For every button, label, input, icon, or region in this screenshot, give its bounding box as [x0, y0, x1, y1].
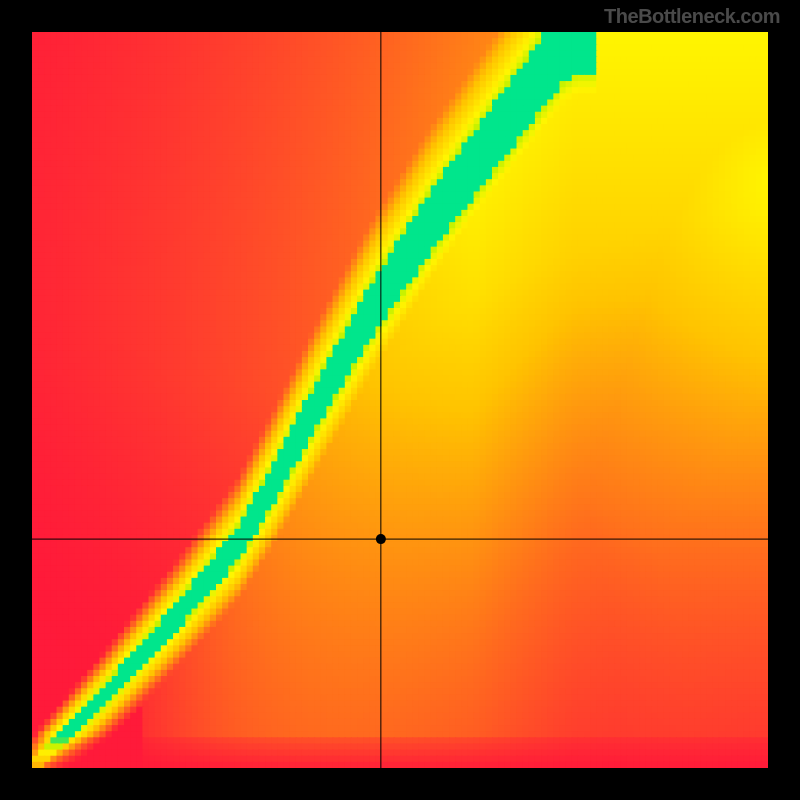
attribution-text: TheBottleneck.com — [0, 6, 800, 29]
heatmap-plot — [32, 32, 768, 768]
chart-container: TheBottleneck.com — [0, 0, 800, 800]
heatmap-canvas — [32, 32, 768, 768]
